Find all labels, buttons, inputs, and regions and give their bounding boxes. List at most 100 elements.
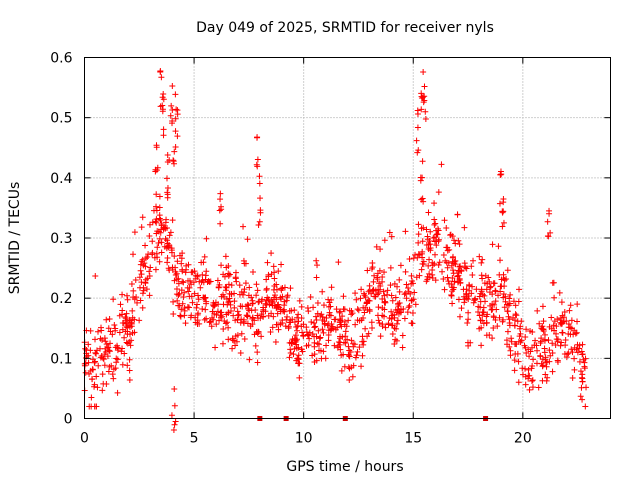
data-point xyxy=(257,195,264,202)
data-point xyxy=(170,298,177,305)
data-point xyxy=(340,351,347,358)
data-point xyxy=(418,196,425,203)
data-point xyxy=(527,348,534,355)
data-point xyxy=(515,338,522,345)
data-point xyxy=(432,277,439,284)
data-point xyxy=(576,358,583,365)
data-point xyxy=(162,219,169,226)
data-point xyxy=(381,299,388,306)
data-point xyxy=(149,249,156,256)
data-point xyxy=(438,161,445,168)
data-point xyxy=(389,322,396,329)
data-point xyxy=(164,259,171,266)
data-point xyxy=(281,302,288,309)
data-point xyxy=(111,322,118,329)
data-point xyxy=(139,304,146,311)
data-point xyxy=(179,300,186,307)
data-point xyxy=(369,260,376,267)
data-point xyxy=(547,229,554,236)
data-point xyxy=(294,327,301,334)
data-point xyxy=(247,323,254,330)
data-point xyxy=(577,368,584,375)
data-point xyxy=(193,304,200,311)
data-point xyxy=(254,156,261,163)
data-point xyxy=(506,300,513,307)
data-point xyxy=(203,298,210,305)
data-point xyxy=(312,313,319,320)
data-point xyxy=(232,269,239,276)
data-point xyxy=(566,307,573,314)
data-point xyxy=(82,360,89,367)
data-point xyxy=(415,231,422,238)
data-point xyxy=(128,281,135,288)
data-point xyxy=(422,116,429,123)
data-point xyxy=(146,292,153,299)
data-point xyxy=(512,302,519,309)
data-point xyxy=(568,346,575,353)
data-point xyxy=(462,264,469,271)
data-point xyxy=(421,93,428,100)
data-point xyxy=(114,344,121,351)
data-point xyxy=(287,349,294,356)
data-point xyxy=(495,243,502,250)
data-point xyxy=(153,144,160,151)
data-point xyxy=(222,284,229,291)
data-point xyxy=(463,265,470,272)
data-point xyxy=(504,341,511,348)
data-point xyxy=(274,310,281,317)
data-point xyxy=(157,68,164,75)
data-point xyxy=(158,74,165,81)
data-point xyxy=(246,356,253,363)
data-point xyxy=(130,251,137,258)
data-point xyxy=(284,313,291,320)
data-point xyxy=(92,336,99,343)
data-point xyxy=(191,290,198,297)
data-point xyxy=(456,275,463,282)
data-point xyxy=(577,393,584,400)
data-point xyxy=(233,338,240,345)
data-point xyxy=(463,286,470,293)
data-point xyxy=(565,350,572,357)
data-point xyxy=(288,339,295,346)
data-point xyxy=(89,376,96,383)
data-point xyxy=(217,196,224,203)
data-point xyxy=(478,259,485,266)
data-point xyxy=(476,293,483,300)
data-point xyxy=(429,262,436,269)
data-point xyxy=(158,226,165,233)
data-point xyxy=(335,259,342,266)
data-point xyxy=(522,365,529,372)
data-point xyxy=(362,325,369,332)
data-point xyxy=(278,261,285,268)
y-tick-label: 0.5 xyxy=(50,111,72,127)
data-point xyxy=(179,278,186,285)
data-point xyxy=(375,317,382,324)
data-point xyxy=(379,323,386,330)
data-point xyxy=(124,362,131,369)
data-point xyxy=(142,255,149,262)
data-point xyxy=(178,287,185,294)
data-point xyxy=(320,302,327,309)
data-point xyxy=(354,348,361,355)
data-point xyxy=(476,253,483,260)
data-point xyxy=(456,263,463,270)
data-point xyxy=(270,313,277,320)
data-point xyxy=(549,349,556,356)
data-point xyxy=(249,314,256,321)
data-point xyxy=(516,286,523,293)
data-point xyxy=(324,322,331,329)
data-point xyxy=(164,184,171,191)
data-point xyxy=(426,270,433,277)
data-point xyxy=(173,291,180,298)
data-point xyxy=(318,355,325,362)
data-point xyxy=(293,337,300,344)
data-point xyxy=(293,357,300,364)
data-point xyxy=(194,301,201,308)
data-point xyxy=(169,217,176,224)
data-point xyxy=(245,302,252,309)
data-point xyxy=(538,335,545,342)
data-point xyxy=(327,312,334,319)
data-point xyxy=(82,345,89,352)
data-point xyxy=(518,318,525,325)
data-point xyxy=(512,350,519,357)
